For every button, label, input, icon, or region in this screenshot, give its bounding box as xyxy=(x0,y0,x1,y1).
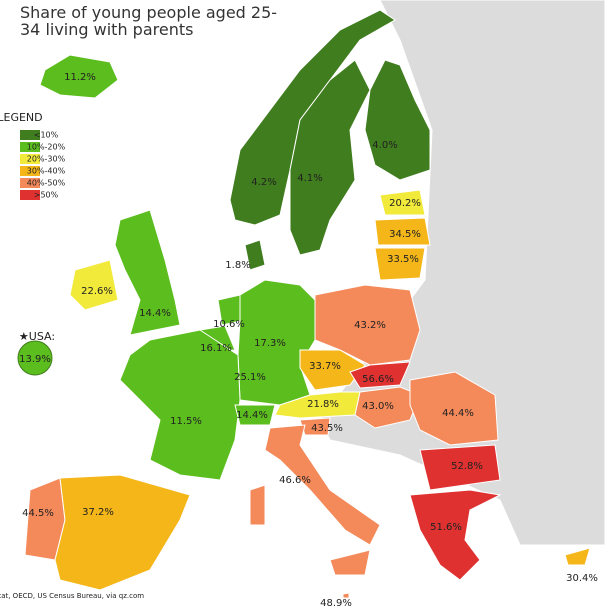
region-label: 46.6% xyxy=(279,475,311,486)
region-label: 10.6% xyxy=(213,319,245,330)
region-label: 4.1% xyxy=(297,173,322,184)
region-label: 20.2% xyxy=(389,198,421,209)
region xyxy=(54,474,191,591)
legend-label: 30%-40% xyxy=(27,167,66,176)
region xyxy=(229,9,396,226)
region-label: 44.5% xyxy=(22,508,54,519)
region-label: 4.0% xyxy=(372,140,397,151)
legend-swatch xyxy=(20,178,40,188)
legend-swatch xyxy=(20,166,40,176)
region xyxy=(39,54,119,99)
region-label: 16.1% xyxy=(200,343,232,354)
region-label: 34.5% xyxy=(389,229,421,240)
region-label: 48.9% xyxy=(320,598,352,609)
region-label: 17.3% xyxy=(254,338,286,349)
region xyxy=(264,424,381,546)
region xyxy=(114,209,181,336)
legend-swatch xyxy=(20,130,40,140)
region xyxy=(419,444,501,491)
region-label: 30.4% xyxy=(566,573,598,584)
region-label: 11.5% xyxy=(170,416,202,427)
legend-label: 40%-50% xyxy=(27,179,66,188)
region xyxy=(409,489,502,581)
legend-label: <10% xyxy=(34,131,59,140)
region-label: 11.2% xyxy=(64,72,96,83)
region xyxy=(374,217,431,246)
region xyxy=(237,279,316,406)
region xyxy=(244,239,266,271)
region-label: 22.6% xyxy=(81,286,113,297)
region xyxy=(374,247,426,281)
region xyxy=(249,484,266,526)
region xyxy=(289,59,371,256)
region xyxy=(119,329,241,481)
legend-swatch xyxy=(20,190,40,200)
region xyxy=(342,592,350,599)
legend-title: LEGEND xyxy=(0,111,43,124)
region xyxy=(364,59,431,181)
region xyxy=(299,349,366,391)
region xyxy=(69,259,119,311)
region-label: 51.6% xyxy=(430,522,462,533)
region-label: 44.4% xyxy=(442,408,474,419)
region-label: 37.2% xyxy=(82,507,114,518)
region-label: 56.6% xyxy=(362,374,394,385)
usa-value: 13.9% xyxy=(19,354,51,365)
region-label: 1.8% xyxy=(225,260,250,271)
region xyxy=(234,404,276,426)
region xyxy=(379,189,426,216)
region xyxy=(409,371,499,446)
region-label: 25.1% xyxy=(234,372,266,383)
region-label: 43.5% xyxy=(311,423,343,434)
region xyxy=(349,361,411,389)
region-label: 21.8% xyxy=(307,399,339,410)
region xyxy=(329,549,371,576)
legend-swatch xyxy=(20,154,40,164)
usa-marker xyxy=(17,340,53,376)
map-title: Share of young people aged 25-34 living … xyxy=(20,3,278,39)
region-label: 52.8% xyxy=(451,461,483,472)
region xyxy=(564,547,591,566)
legend-label: 10%-20% xyxy=(27,143,66,152)
region xyxy=(354,386,421,429)
region-label: 14.4% xyxy=(236,410,268,421)
region-label: 4.2% xyxy=(251,177,276,188)
region-label: 43.0% xyxy=(362,401,394,412)
legend-label: >50% xyxy=(34,191,59,200)
region-label: 33.5% xyxy=(387,254,419,265)
usa-label: ★USA: xyxy=(19,330,55,343)
region-label: 33.7% xyxy=(309,361,341,372)
region-label: 14.4% xyxy=(139,308,171,319)
source: Source:Eurostat, OECD, US Census Bureau,… xyxy=(0,592,144,600)
region-label: 43.2% xyxy=(354,320,386,331)
legend-swatch xyxy=(20,142,40,152)
source-text: Eurostat, OECD, US Census Bureau, via qz… xyxy=(0,592,144,600)
region xyxy=(314,284,421,366)
legend-label: 20%-30% xyxy=(27,155,66,164)
